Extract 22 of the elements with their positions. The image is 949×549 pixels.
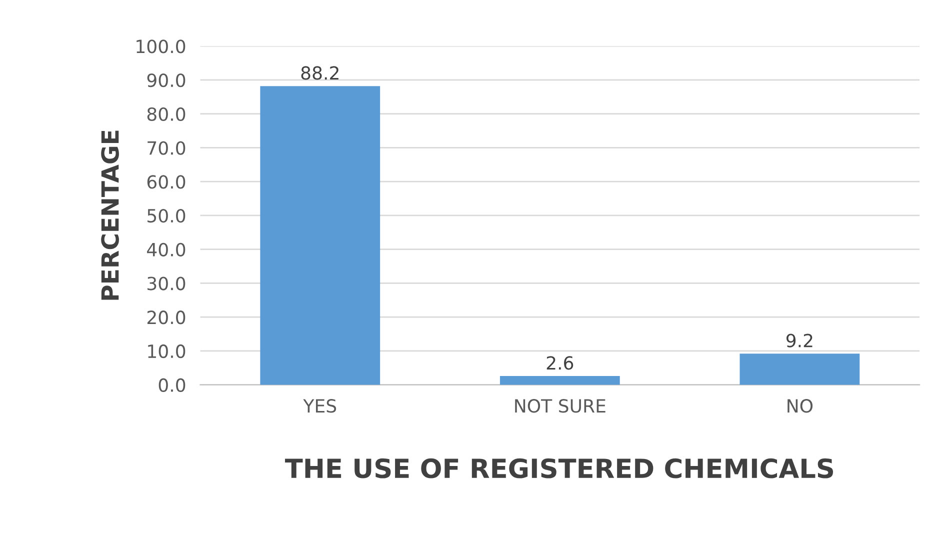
y-tick-label: 0.0 <box>158 378 186 392</box>
y-tick-label: 20.0 <box>147 310 186 324</box>
y-tick-label: 60.0 <box>147 175 186 189</box>
data-label: 88.2 <box>301 66 338 80</box>
bar <box>500 376 620 385</box>
x-tick-label: YES <box>303 399 336 413</box>
y-tick-label: 10.0 <box>148 344 186 358</box>
x-axis-title: THE USE OF REGISTERED CHEMICALS <box>285 458 834 478</box>
data-label: 9.2 <box>786 334 812 348</box>
y-tick-label: 70.0 <box>148 141 186 155</box>
y-tick-label: 30.0 <box>148 276 186 290</box>
x-tick-label: NOT SURE <box>515 399 606 413</box>
bar <box>260 86 380 385</box>
x-tick-label: NO <box>788 399 813 413</box>
y-tick-label: 40.0 <box>147 242 186 256</box>
y-tick-label: 80.0 <box>147 107 186 121</box>
y-tick-label: 90.0 <box>147 73 186 88</box>
y-axis-title: PERCENTAGE <box>101 130 119 300</box>
bar <box>740 354 860 385</box>
y-tick-label: 50.0 <box>148 208 186 223</box>
y-tick-label: 100.0 <box>136 40 186 54</box>
data-label: 2.6 <box>546 356 574 370</box>
